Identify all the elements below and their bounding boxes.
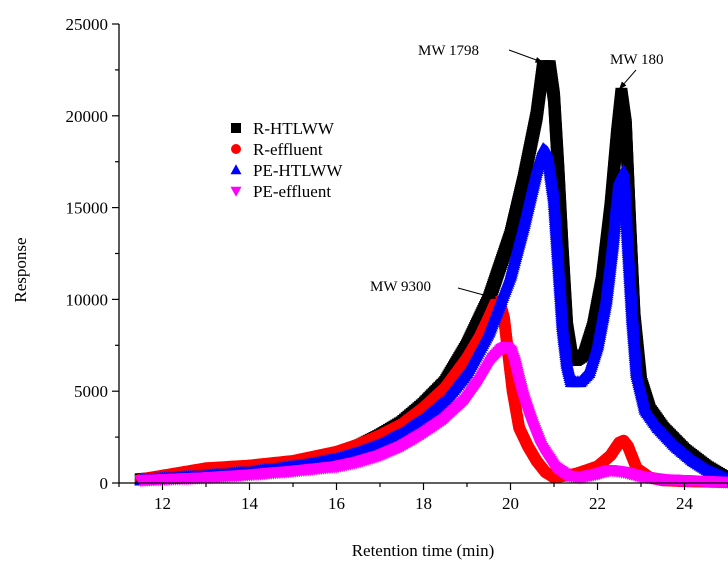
x-axis-label: Retention time (min): [352, 541, 495, 560]
annotation-label: MW 1798: [418, 43, 479, 59]
series-layer: [134, 60, 728, 489]
series-pe-effluent: [134, 342, 728, 489]
y-tick-label: 5000: [74, 382, 108, 401]
x-tick-label: 12: [154, 494, 171, 513]
annotation-label: MW 9300: [370, 279, 431, 295]
x-tick-label: 16: [328, 494, 345, 513]
x-tick-label: 22: [589, 494, 606, 513]
x-tick-label: 24: [676, 494, 694, 513]
legend-label: PE-effluent: [253, 182, 331, 201]
legend-item-r-htlww: R-HTLWW: [231, 119, 335, 138]
annotation-arrow: [457, 287, 497, 300]
x-tick-label: 20: [502, 494, 519, 513]
legend-item-r-effluent: R-effluent: [231, 140, 323, 159]
legend-item-pe-htlww: PE-HTLWW: [230, 161, 343, 180]
y-tick-label: 15000: [66, 199, 109, 218]
legend-marker: [231, 144, 241, 154]
legend-label: PE-HTLWW: [253, 161, 343, 180]
y-axis-label: Response: [11, 237, 30, 302]
annotation-arrow: [508, 49, 544, 63]
y-tick-label: 10000: [66, 290, 109, 309]
legend-marker: [230, 186, 242, 197]
legend-label: R-effluent: [253, 140, 323, 159]
legend-item-pe-effluent: PE-effluent: [230, 182, 331, 201]
annotations: MW 1798 MW 180 MW 9300: [370, 43, 663, 300]
annotation-arrow: [618, 69, 637, 90]
x-tick-label: 18: [415, 494, 432, 513]
legend: R-HTLWW R-effluent PE-HTLWW PE-effluent: [230, 119, 343, 201]
axes: 12 14 16 18 20 22 24 0 5000 10000 15000 20000 25000: [66, 15, 728, 513]
annotation-label: MW 180: [610, 52, 663, 68]
legend-marker: [230, 164, 242, 175]
y-tick-label: 0: [100, 474, 109, 493]
legend-label: R-HTLWW: [253, 119, 335, 138]
legend-marker: [231, 123, 241, 133]
x-tick-label: 14: [241, 494, 259, 513]
y-tick-label: 20000: [66, 107, 109, 126]
y-tick-label: 25000: [66, 15, 109, 34]
